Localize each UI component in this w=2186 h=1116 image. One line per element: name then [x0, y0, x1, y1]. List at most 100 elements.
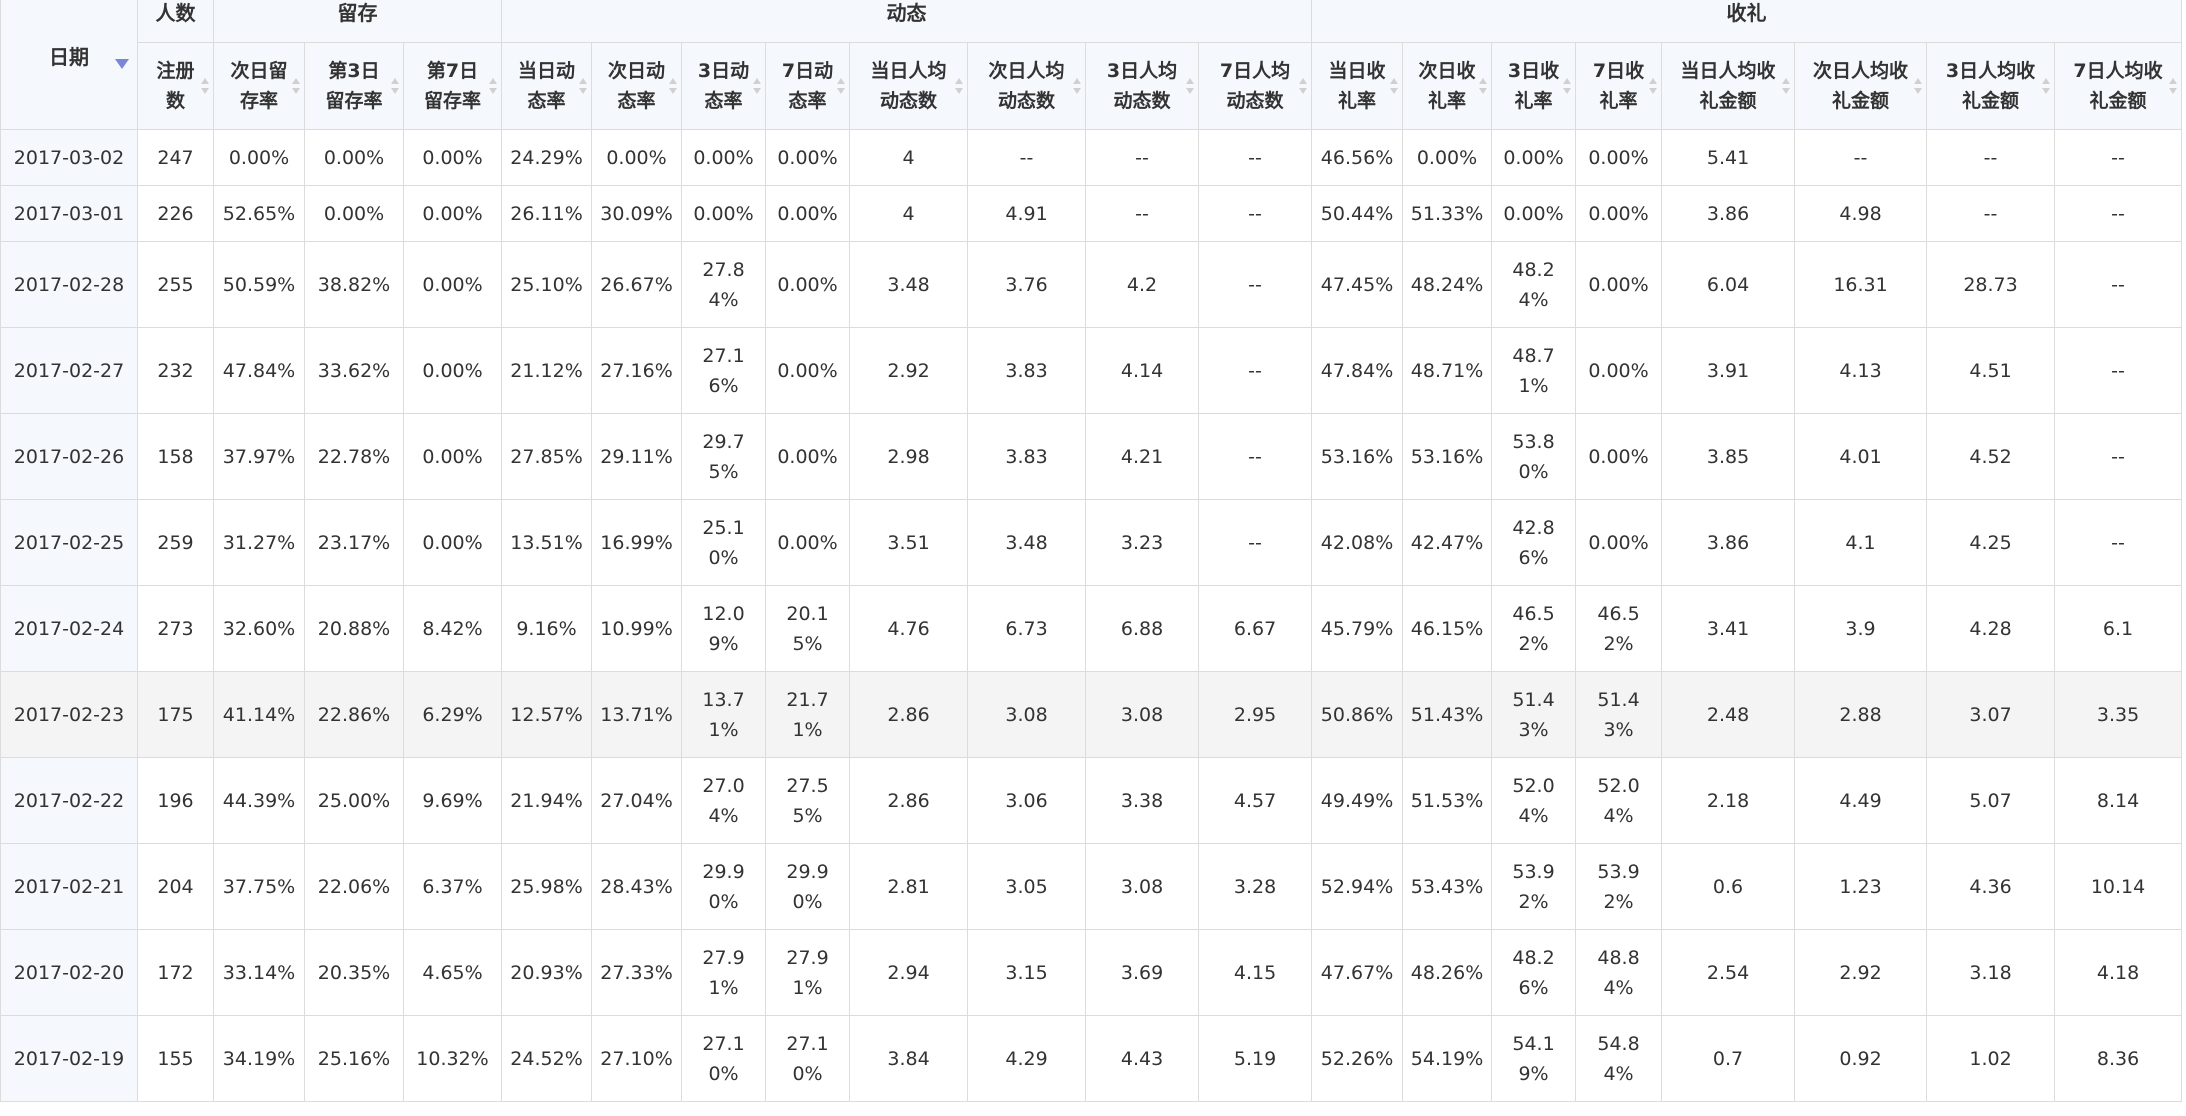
- header-same-day-gift-amount-per-user[interactable]: 当日人均收 礼金额: [1661, 42, 1796, 130]
- sort-arrows-icon[interactable]: [836, 75, 846, 97]
- sort-arrows-icon[interactable]: [668, 75, 678, 97]
- table-cell: 54.84%: [1575, 1015, 1663, 1102]
- sort-arrows-icon[interactable]: [954, 75, 964, 97]
- header-day7-gift-rate[interactable]: 7日收 礼率: [1575, 42, 1663, 130]
- header-next-day-gift-amount-per-user[interactable]: 次日人均收 礼金额: [1794, 42, 1928, 130]
- sort-arrows-icon[interactable]: [752, 75, 762, 97]
- table-cell: 0.00%: [213, 129, 305, 186]
- table-cell: 4.18: [2054, 929, 2183, 1016]
- sort-arrows-icon[interactable]: [1562, 75, 1572, 97]
- table-row[interactable]: 2017-02-22 196 44.39% 25.00% 9.69% 21.94% 27.0…: [0, 757, 2183, 844]
- sort-arrows-icon[interactable]: [578, 75, 588, 97]
- wrapped-cell-value: 53.80%: [1512, 430, 1555, 483]
- column-header-label: 次日人均 动态数: [988, 60, 1065, 112]
- table-row[interactable]: 2017-02-24 273 32.60% 20.88% 8.42% 9.16% 10.99…: [0, 585, 2183, 672]
- table-row[interactable]: 2017-03-01 226 52.65% 0.00% 0.00% 26.11% 30.09…: [0, 185, 2183, 242]
- header-same-day-gift-rate[interactable]: 当日收 礼率: [1311, 42, 1404, 130]
- column-header-label: 3日动 态率: [697, 60, 750, 112]
- header-day7-gift-amount-per-user[interactable]: 7日人均收 礼金额: [2054, 42, 2183, 130]
- table-cell: 51.43%: [1575, 671, 1663, 758]
- sort-arrows-icon[interactable]: [200, 75, 210, 97]
- table-row[interactable]: 2017-02-28 255 50.59% 38.82% 0.00% 25.10% 26.6…: [0, 241, 2183, 328]
- table-cell: 6.37%: [402, 843, 503, 930]
- header-day3-posts-per-user[interactable]: 3日人均 动态数: [1085, 42, 1200, 130]
- table-cell: 48.24%: [1491, 241, 1577, 328]
- sort-arrows-icon[interactable]: [390, 75, 400, 97]
- date-cell: 2017-02-22: [0, 757, 138, 844]
- group-header-activity: 动态: [501, 0, 1313, 43]
- table-cell: 50.59%: [213, 241, 305, 328]
- table-cell: 48.26%: [1491, 929, 1577, 1016]
- column-header-label: 7日动 态率: [781, 60, 834, 112]
- table-row[interactable]: 2017-02-23 175 41.14% 22.86% 6.29% 12.57% 13.7…: [0, 671, 2183, 758]
- table-row[interactable]: 2017-02-20 172 33.14% 20.35% 4.65% 20.93% 27.3…: [0, 929, 2183, 1016]
- wrapped-cell-value: 27.10%: [702, 1032, 745, 1085]
- wrapped-cell-value: 52.04%: [1512, 774, 1555, 827]
- sort-arrows-icon[interactable]: [1913, 75, 1923, 97]
- table-cell: 3.84: [849, 1015, 969, 1102]
- table-cell: 4.01: [1794, 413, 1928, 500]
- sort-arrows-icon[interactable]: [1781, 75, 1791, 97]
- table-row[interactable]: 2017-02-25 259 31.27% 23.17% 0.00% 13.51% 16.9…: [0, 499, 2183, 586]
- table-cell: 5.07: [1926, 757, 2056, 844]
- sort-arrows-icon[interactable]: [1389, 75, 1399, 97]
- table-row[interactable]: 2017-02-26 158 37.97% 22.78% 0.00% 27.85% 29.1…: [0, 413, 2183, 500]
- table-row[interactable]: 2017-02-27 232 47.84% 33.62% 0.00% 21.12% 27.1…: [0, 327, 2183, 414]
- table-cell: 25.00%: [304, 757, 404, 844]
- table-row[interactable]: 2017-03-02 247 0.00% 0.00% 0.00% 24.29% 0.00% 0…: [0, 129, 2183, 186]
- date-column-header[interactable]: 日期: [0, 0, 138, 130]
- header-day3-gift-amount-per-user[interactable]: 3日人均收 礼金额: [1926, 42, 2056, 130]
- sort-arrows-icon[interactable]: [2041, 75, 2051, 97]
- table-cell: 22.86%: [304, 671, 404, 758]
- header-day7-retention[interactable]: 第7日 留存率: [402, 42, 503, 130]
- sort-arrows-icon[interactable]: [2168, 75, 2178, 97]
- table-cell: 232: [137, 327, 214, 414]
- table-row[interactable]: 2017-02-19 155 34.19% 25.16% 10.32% 24.52% 27.…: [0, 1015, 2183, 1102]
- table-cell: 48.71%: [1402, 327, 1493, 414]
- table-cell: 48.26%: [1402, 929, 1493, 1016]
- table-cell: 3.41: [1661, 585, 1796, 672]
- header-next-day-post-rate[interactable]: 次日动 态率: [591, 42, 683, 130]
- sort-arrows-icon[interactable]: [1648, 75, 1658, 97]
- table-cell: 3.48: [967, 499, 1087, 586]
- sort-arrows-icon[interactable]: [1298, 75, 1308, 97]
- table-cell: 20.88%: [304, 585, 404, 672]
- header-day7-post-rate[interactable]: 7日动 态率: [765, 42, 851, 130]
- group-header-gifts: 收礼: [1311, 0, 2183, 43]
- header-day3-retention[interactable]: 第3日 留存率: [304, 42, 404, 130]
- header-next-day-posts-per-user[interactable]: 次日人均 动态数: [967, 42, 1087, 130]
- table-header: 日期 人数 留存 动态 收礼 注册数次日留 存率 第3日 留存率 第7日 留存率 当日动 态率…: [0, 0, 2183, 130]
- header-day3-post-rate[interactable]: 3日动 态率: [681, 42, 767, 130]
- table-cell: 53.92%: [1575, 843, 1663, 930]
- filter-dropdown-icon[interactable]: [115, 58, 129, 69]
- table-cell: 3.51: [849, 499, 969, 586]
- table-cell: 4.98: [1794, 185, 1928, 242]
- header-next-day-gift-rate[interactable]: 次日收 礼率: [1402, 42, 1493, 130]
- table-cell: 28.73: [1926, 241, 2056, 328]
- table-cell: 46.15%: [1402, 585, 1493, 672]
- header-same-day-posts-per-user[interactable]: 当日人均 动态数: [849, 42, 969, 130]
- header-next-day-retention[interactable]: 次日留 存率: [213, 42, 305, 130]
- table-cell: 6.04: [1661, 241, 1796, 328]
- wrapped-cell-value: 27.04%: [702, 774, 745, 827]
- sort-arrows-icon[interactable]: [1185, 75, 1195, 97]
- table-cell: 3.08: [1085, 843, 1200, 930]
- table-cell: 46.52%: [1491, 585, 1577, 672]
- sort-arrows-icon[interactable]: [488, 75, 498, 97]
- header-same-day-post-rate[interactable]: 当日动 态率: [501, 42, 593, 130]
- header-registrations[interactable]: 注册数: [137, 42, 214, 130]
- table-row[interactable]: 2017-02-21 204 37.75% 22.06% 6.37% 25.98% 28.4…: [0, 843, 2183, 930]
- sort-arrows-icon[interactable]: [1478, 75, 1488, 97]
- header-day7-posts-per-user[interactable]: 7日人均 动态数: [1198, 42, 1313, 130]
- sort-arrows-icon[interactable]: [1072, 75, 1082, 97]
- table-cell: 2.92: [1794, 929, 1928, 1016]
- table-cell: 4.91: [967, 185, 1087, 242]
- table-cell: 21.12%: [501, 327, 593, 414]
- header-day3-gift-rate[interactable]: 3日收 礼率: [1491, 42, 1577, 130]
- table-cell: 37.97%: [213, 413, 305, 500]
- wrapped-cell-value: 48.24%: [1512, 258, 1555, 311]
- table-cell: 4.2: [1085, 241, 1200, 328]
- column-header-label: 7日人均收 礼金额: [2073, 60, 2163, 112]
- date-cell: 2017-02-26: [0, 413, 138, 500]
- sort-arrows-icon[interactable]: [291, 75, 301, 97]
